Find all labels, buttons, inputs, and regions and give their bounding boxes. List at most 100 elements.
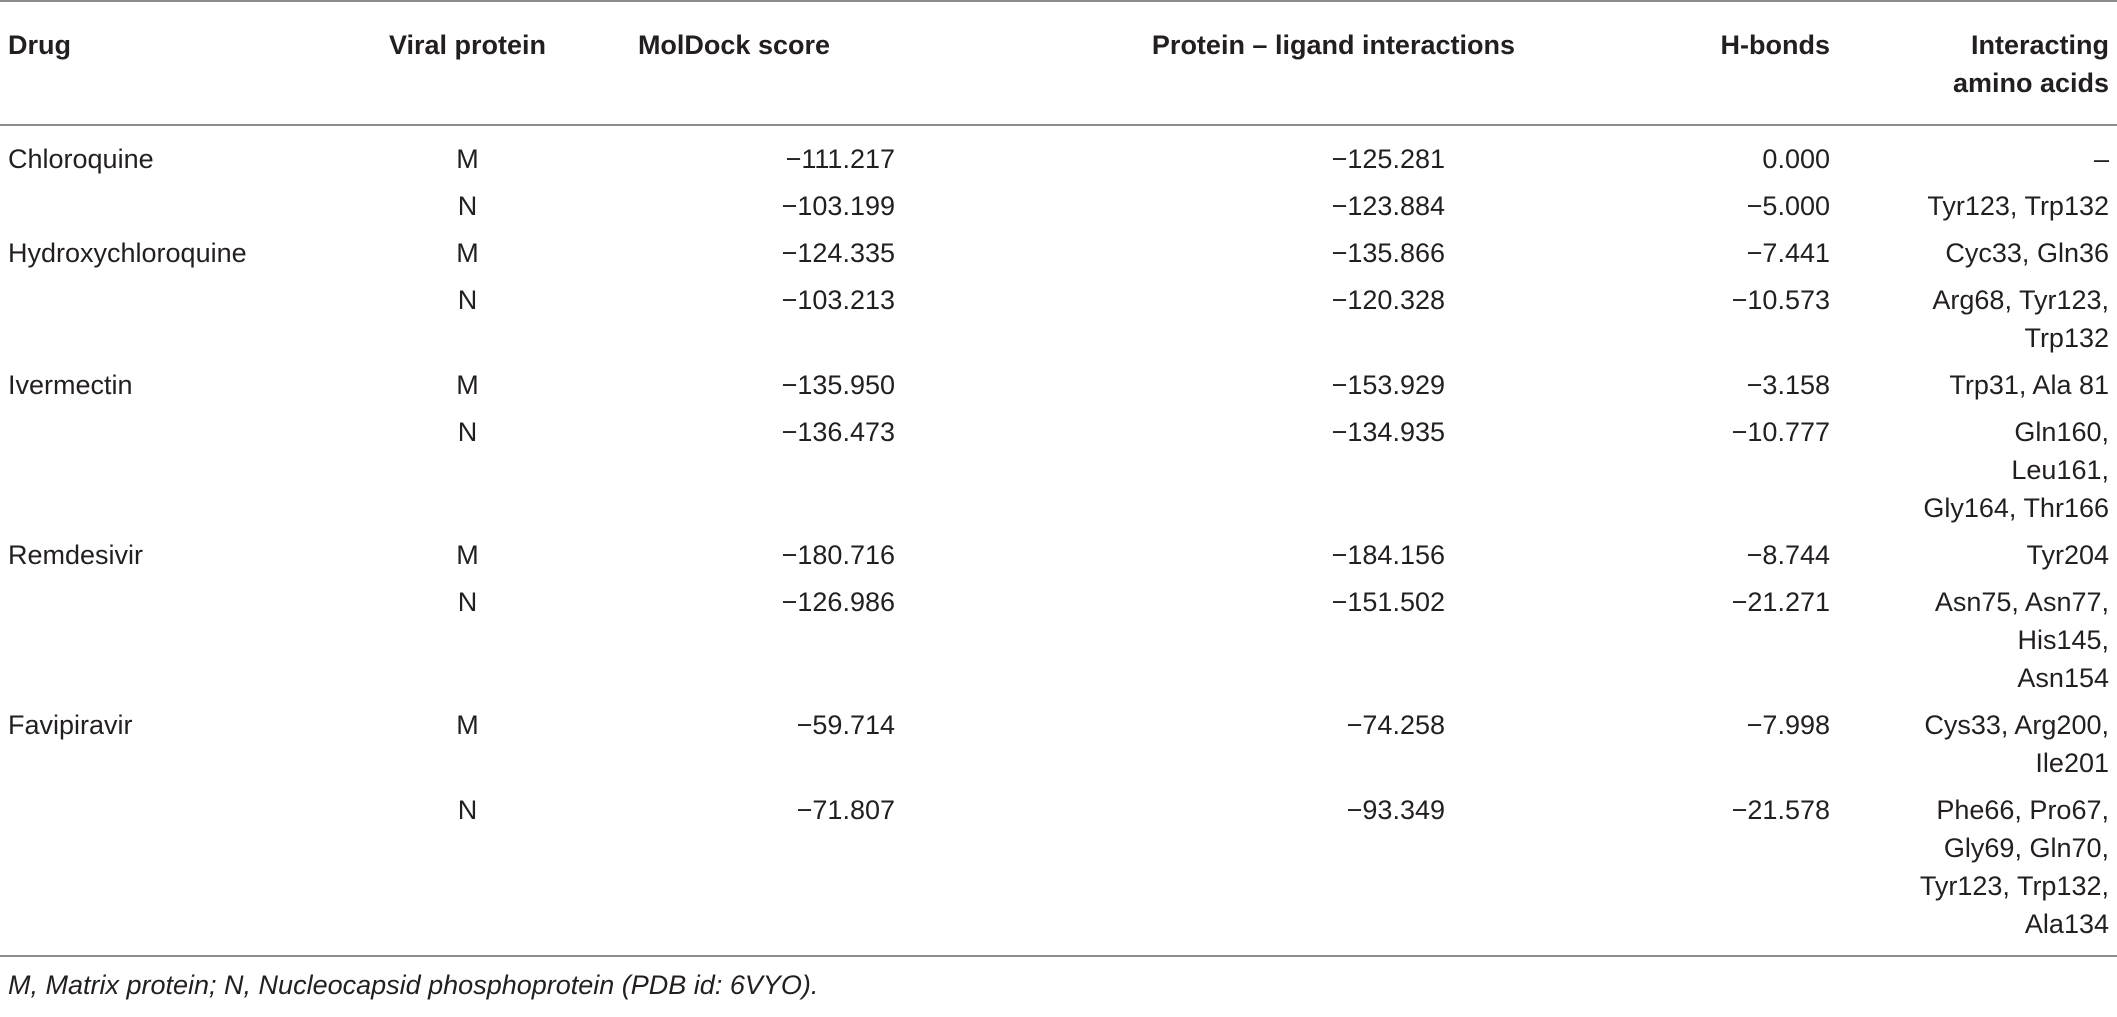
cell-protein-ligand: −153.929: [1331, 370, 1445, 400]
header-drug: Drug: [8, 30, 71, 60]
cell-protein-ligand: −184.156: [1331, 540, 1445, 570]
cell-viral-protein: N: [457, 191, 478, 221]
amino-acid-line: Cys33, Arg200,: [1924, 710, 2109, 740]
amino-acid-line: Arg68, Tyr123,: [1932, 285, 2109, 315]
header-interacting-amino-acids: Interacting amino acids: [1880, 1, 2117, 125]
cell-amino-acids: Phe66, Pro67, Gly69, Gln70, Tyr123, Trp132…: [1880, 791, 2117, 956]
cell-amino-acids: Gln160, Leu161, Gly164, Thr166: [1880, 413, 2117, 536]
cell-viral-protein: M: [456, 710, 479, 740]
cell-viral-protein: M: [456, 370, 479, 400]
cell-moldock-score: −124.335: [781, 238, 895, 268]
cell-protein-ligand: −135.866: [1331, 238, 1445, 268]
cell-drug: Ivermectin: [8, 370, 133, 400]
cell-h-bonds: −10.573: [1731, 285, 1830, 315]
cell-viral-protein: N: [457, 587, 478, 617]
table-row: N −103.199 −123.884 −5.000 Tyr123, Trp132: [0, 187, 2117, 234]
cell-protein-ligand: −134.935: [1331, 417, 1445, 447]
cell-viral-protein: N: [457, 417, 478, 447]
table-row: Favipiravir M −59.714 −74.258 −7.998 Cys33, A…: [0, 706, 2117, 791]
amino-acid-line: –: [2093, 144, 2109, 174]
cell-viral-protein: M: [456, 144, 479, 174]
cell-amino-acids: Asn75, Asn77, His145, Asn154: [1880, 583, 2117, 706]
table-header: Drug Viral protein MolDock score Protein…: [0, 1, 2117, 125]
cell-h-bonds: −3.158: [1746, 370, 1830, 400]
cell-viral-protein: N: [457, 795, 478, 825]
table-row: Ivermectin M −135.950 −153.929 −3.158 Trp31, …: [0, 366, 2117, 413]
amino-acid-line: His145,: [2017, 625, 2109, 655]
cell-protein-ligand: −93.349: [1346, 795, 1445, 825]
amino-acid-line: Leu161,: [2011, 455, 2109, 485]
table-row: N −136.473 −134.935 −10.777 Gln160, Leu161, Gl…: [0, 413, 2117, 536]
cell-drug: Favipiravir: [8, 710, 133, 740]
header-row: Drug Viral protein MolDock score Protein…: [0, 1, 2117, 125]
cell-h-bonds: −7.998: [1746, 710, 1830, 740]
table-footnote: M, Matrix protein; N, Nucleocapsid phosp…: [8, 970, 819, 1000]
cell-drug: Chloroquine: [8, 144, 154, 174]
table-row: N −126.986 −151.502 −21.271 Asn75, Asn77, His…: [0, 583, 2117, 706]
table-row: N −71.807 −93.349 −21.578 Phe66, Pro67, Gly69…: [0, 791, 2117, 956]
amino-acid-line: Cyc33, Gln36: [1945, 238, 2109, 268]
amino-acid-line: Ile201: [2035, 748, 2109, 778]
cell-moldock-score: −111.217: [785, 144, 895, 174]
cell-h-bonds: 0.000: [1762, 144, 1830, 174]
amino-acid-line: Gly69, Gln70,: [1943, 833, 2109, 863]
amino-acid-line: Trp31, Ala 81: [1949, 370, 2109, 400]
cell-moldock-score: −59.714: [796, 710, 895, 740]
cell-moldock-score: −136.473: [781, 417, 895, 447]
cell-moldock-score: −126.986: [781, 587, 895, 617]
table-row: N −103.213 −120.328 −10.573 Arg68, Tyr123, Tr…: [0, 281, 2117, 366]
cell-moldock-score: −103.213: [781, 285, 895, 315]
cell-drug: [0, 281, 330, 366]
docking-results-table: Drug Viral protein MolDock score Protein…: [0, 1, 2117, 956]
table-row: Hydroxychloroquine M −124.335 −135.866 −7.44…: [0, 234, 2117, 281]
amino-acid-line: Asn75, Asn77,: [1934, 587, 2109, 617]
amino-acid-line: Tyr204: [2026, 540, 2109, 570]
cell-moldock-score: −135.950: [781, 370, 895, 400]
cell-drug: [0, 413, 330, 536]
cell-amino-acids: Cys33, Arg200, Ile201: [1880, 706, 2117, 791]
cell-drug: Remdesivir: [8, 540, 144, 570]
table-row: Remdesivir M −180.716 −184.156 −8.744 Tyr204: [0, 536, 2117, 583]
amino-acid-line: Phe66, Pro67,: [1936, 795, 2109, 825]
table-body: Chloroquine M −111.217 −125.281 0.000 – N −103.…: [0, 125, 2117, 956]
cell-h-bonds: −7.441: [1746, 238, 1830, 268]
table-row: Chloroquine M −111.217 −125.281 0.000 –: [0, 125, 2117, 187]
cell-protein-ligand: −74.258: [1346, 710, 1445, 740]
cell-amino-acids: –: [1880, 125, 2117, 187]
cell-viral-protein: M: [456, 540, 479, 570]
cell-protein-ligand: −151.502: [1331, 587, 1445, 617]
cell-moldock-score: −103.199: [781, 191, 895, 221]
cell-protein-ligand: −123.884: [1331, 191, 1445, 221]
cell-amino-acids: Cyc33, Gln36: [1880, 234, 2117, 281]
cell-protein-ligand: −125.281: [1331, 144, 1445, 174]
cell-drug: [0, 583, 330, 706]
cell-h-bonds: −21.578: [1731, 795, 1830, 825]
header-moldock-score: MolDock score: [637, 30, 830, 60]
header-protein-ligand-interactions: Protein – ligand interactions: [1151, 30, 1515, 60]
cell-drug: [0, 791, 330, 956]
header-viral-protein: Viral protein: [388, 30, 547, 60]
amino-acid-line: Tyr123, Trp132: [1927, 191, 2109, 221]
header-amino-line2: amino acids: [1952, 68, 2109, 98]
cell-drug: Hydroxychloroquine: [8, 238, 247, 268]
cell-amino-acids: Arg68, Tyr123, Trp132: [1880, 281, 2117, 366]
cell-viral-protein: M: [456, 238, 479, 268]
cell-h-bonds: −8.744: [1746, 540, 1830, 570]
docking-results-table-container: Drug Viral protein MolDock score Protein…: [0, 1, 2117, 956]
header-h-bonds: H-bonds: [1720, 30, 1830, 60]
amino-acid-line: Trp132: [2024, 323, 2109, 353]
cell-h-bonds: −10.777: [1731, 417, 1830, 447]
header-amino-line1: Interacting: [1970, 30, 2109, 60]
cell-drug: [0, 187, 330, 234]
cell-amino-acids: Tyr123, Trp132: [1880, 187, 2117, 234]
cell-h-bonds: −5.000: [1746, 191, 1830, 221]
cell-amino-acids: Trp31, Ala 81: [1880, 366, 2117, 413]
cell-protein-ligand: −120.328: [1331, 285, 1445, 315]
amino-acid-line: Gly164, Thr166: [1923, 493, 2109, 523]
amino-acid-line: Asn154: [2017, 663, 2109, 693]
amino-acid-line: Ala134: [2024, 909, 2109, 939]
cell-viral-protein: N: [457, 285, 478, 315]
cell-moldock-score: −71.807: [796, 795, 895, 825]
amino-acid-line: Gln160,: [2014, 417, 2109, 447]
cell-moldock-score: −180.716: [781, 540, 895, 570]
